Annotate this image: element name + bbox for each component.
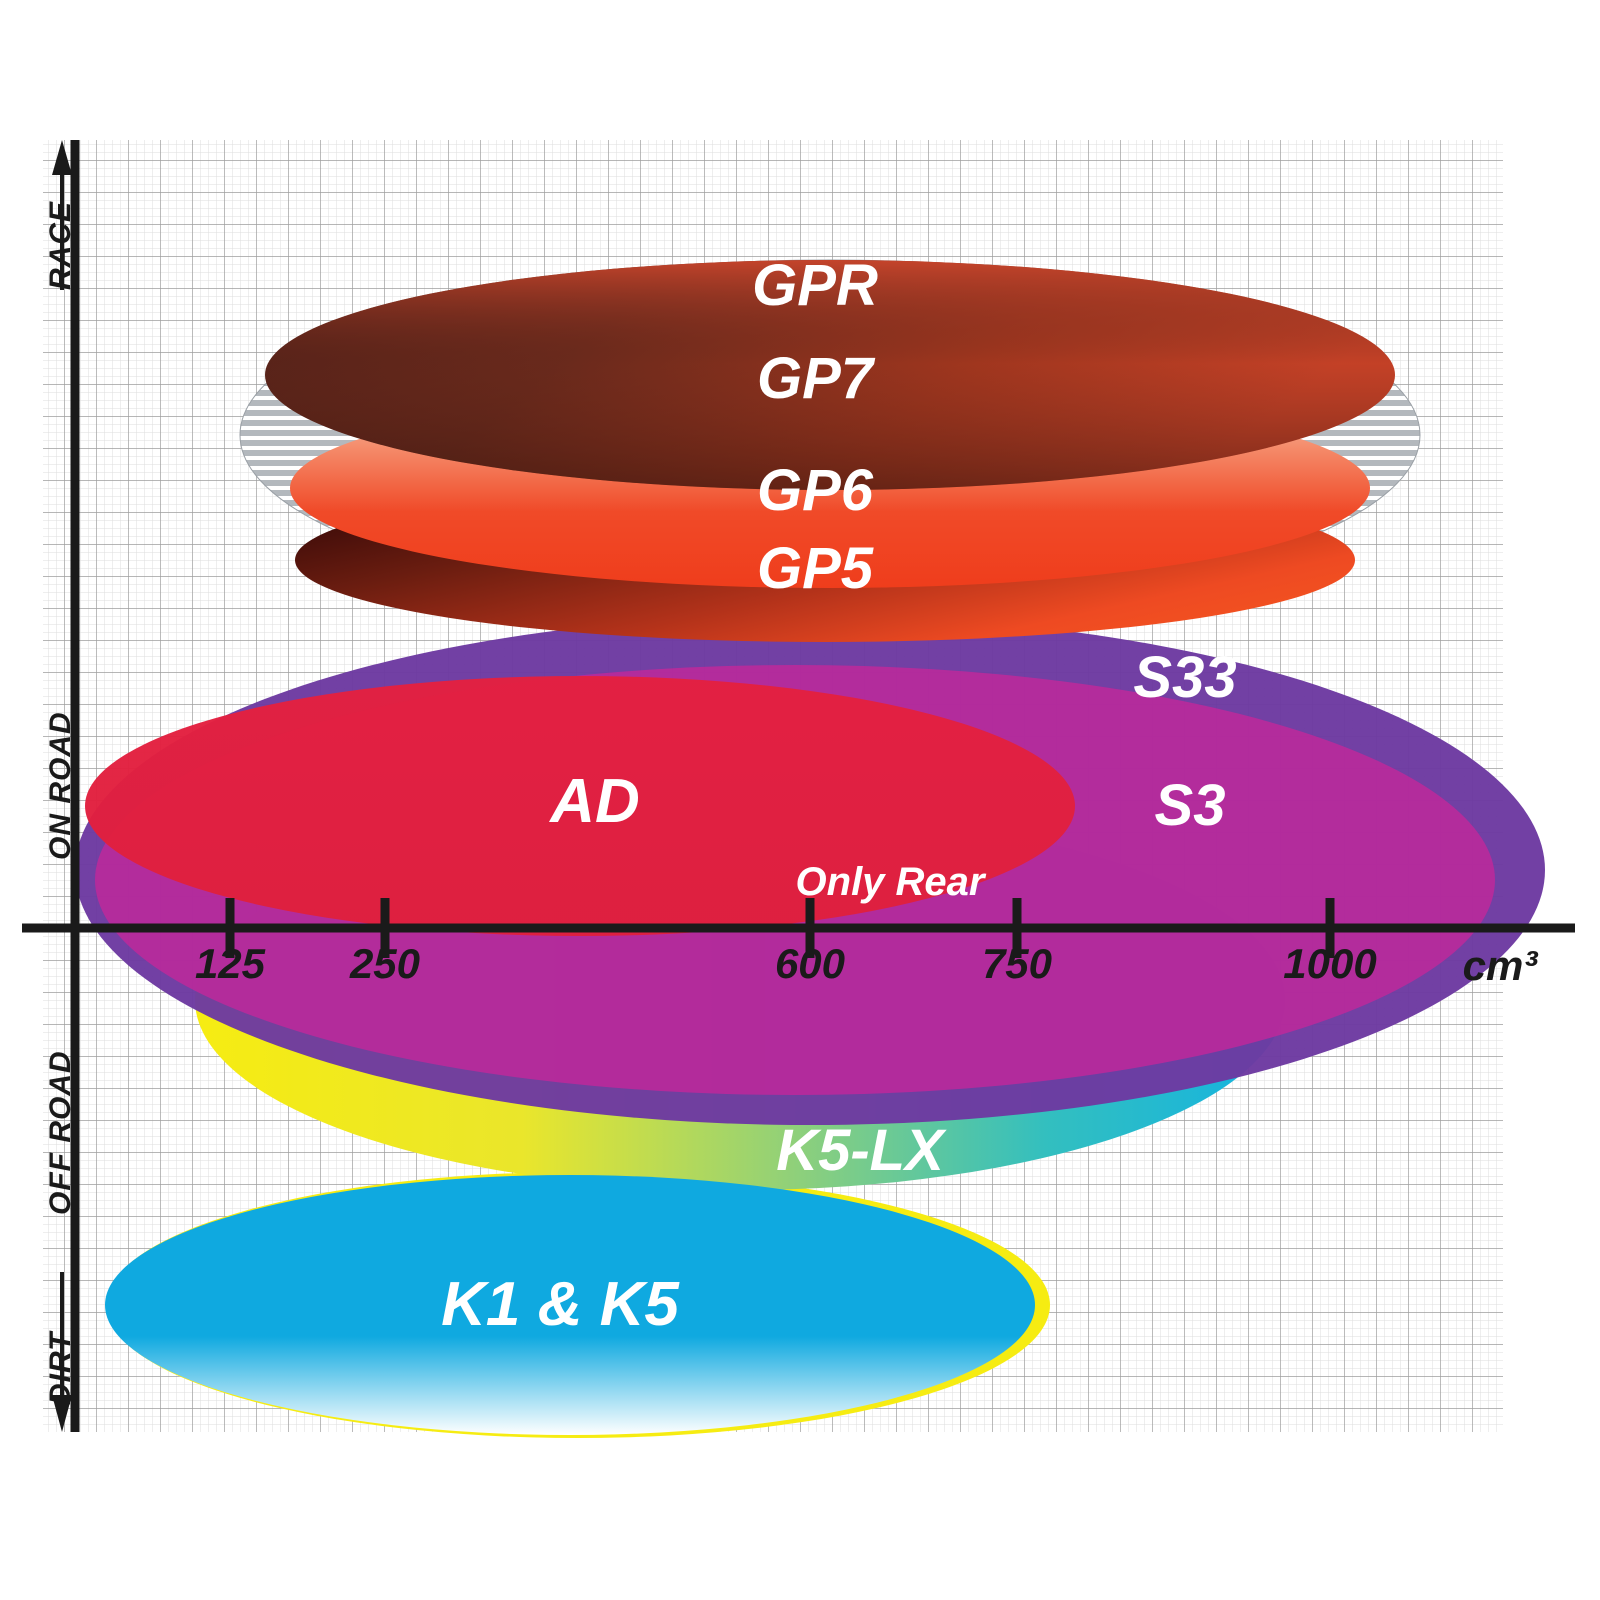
x-tick-label: 750 bbox=[982, 940, 1052, 987]
x-axis-unit-label: cm³ bbox=[1463, 942, 1539, 989]
axes bbox=[22, 140, 1575, 1432]
x-tick-label: 600 bbox=[775, 940, 845, 987]
x-tick-label: 1000 bbox=[1283, 940, 1376, 987]
series-label-k1k5: K1 & K5 bbox=[441, 1270, 680, 1339]
series-gp7 bbox=[265, 260, 1395, 490]
dirt-arrow-icon bbox=[52, 1272, 72, 1432]
y-category-label-race: RACE bbox=[44, 200, 77, 290]
x-tick-label: 250 bbox=[349, 940, 420, 987]
series-label-gpr: GPR bbox=[752, 253, 878, 318]
series-label-k5lx: K5-LX bbox=[776, 1118, 947, 1183]
series-label-gp6: GP6 bbox=[757, 458, 874, 523]
annotation-only-rear: Only Rear bbox=[796, 860, 987, 904]
series-labels: GPR GP7 GP6 GP5 S33 S3 AD K5-LX K1 & K5 bbox=[441, 253, 1236, 1339]
series-label-s33: S33 bbox=[1133, 645, 1236, 710]
race-arrow-icon bbox=[52, 140, 72, 290]
x-tick-labels: 125 250 600 750 1000 bbox=[195, 940, 1377, 987]
x-tick-label: 125 bbox=[195, 940, 266, 987]
series-label-ad: AD bbox=[548, 767, 640, 836]
y-category-label-dirt: DIRT bbox=[44, 1331, 77, 1405]
series-k1k5 bbox=[105, 1175, 1035, 1435]
series-ad bbox=[85, 676, 1075, 936]
series-label-s3: S3 bbox=[1155, 773, 1226, 838]
x-axis-ticks bbox=[225, 898, 1335, 958]
y-category-label-off-road: OFF ROAD bbox=[44, 1050, 77, 1215]
series-label-gp5: GP5 bbox=[757, 536, 874, 601]
y-category-label-on-road: ON ROAD bbox=[44, 711, 77, 860]
series-label-gp7: GP7 bbox=[757, 346, 876, 411]
